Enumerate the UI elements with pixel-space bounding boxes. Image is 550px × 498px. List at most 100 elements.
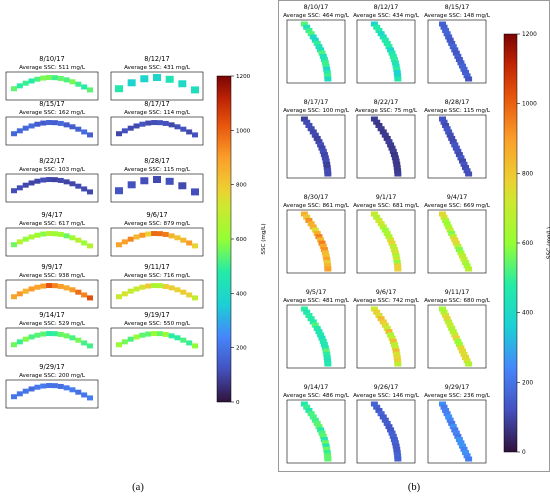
map-cell	[448, 325, 456, 331]
map-caption: Average SSC: 742 mg/L	[353, 298, 420, 304]
map-cell	[315, 329, 323, 335]
map-caption: Average SSC: 486 mg/L	[283, 393, 350, 399]
map-cell	[440, 309, 448, 315]
map-cell	[390, 247, 398, 253]
map-date: 8/28/17	[144, 157, 169, 165]
map-cell	[318, 50, 326, 56]
map-cell	[324, 453, 332, 459]
map-cell	[388, 50, 396, 56]
map-cell	[394, 266, 402, 272]
map-cell	[162, 283, 169, 289]
map-panel-b: 9/6/17 Average SSC: 742 mg/L	[353, 288, 420, 369]
map-cell	[387, 47, 395, 53]
map-cell	[63, 333, 70, 339]
map-cell	[51, 331, 58, 337]
map-cell	[323, 70, 331, 76]
map-cell	[156, 283, 163, 289]
map-cell	[445, 414, 453, 420]
map-cell	[69, 287, 76, 293]
map-cell	[40, 75, 47, 81]
map-cell	[46, 283, 53, 289]
map-cell	[445, 224, 453, 230]
map-cell	[440, 24, 448, 30]
map-cell	[315, 139, 323, 145]
map-cell	[458, 348, 466, 354]
map-cell	[57, 283, 64, 289]
map-caption: Average SSC: 115 mg/L	[124, 167, 191, 173]
map-cell	[69, 181, 76, 187]
map-panel-a: 8/15/17 Average SSC: 162 mg/L	[5, 100, 99, 146]
map-cell	[454, 53, 462, 59]
map-cell	[16, 239, 23, 245]
map-caption: Average SSC: 146 mg/L	[353, 393, 420, 399]
map-caption: Average SSC: 148 mg/L	[424, 13, 491, 19]
map-caption: Average SSC: 75 mg/L	[355, 108, 418, 114]
map-cell	[439, 21, 446, 27]
map-cell	[442, 27, 450, 33]
map-cell	[440, 119, 448, 125]
map-cell	[457, 250, 465, 256]
map-date: 9/6/17	[376, 288, 397, 296]
map-cell	[390, 57, 398, 63]
map-cell	[300, 401, 308, 407]
map-cell	[34, 332, 41, 338]
map-cell	[305, 407, 313, 413]
map-cell	[186, 129, 193, 135]
map-cell	[178, 182, 187, 190]
map-cell	[63, 77, 70, 83]
map-cell	[462, 165, 470, 171]
map-cell	[300, 116, 308, 122]
colorbar-scale	[216, 75, 232, 403]
map-cell	[452, 335, 460, 341]
map-cell	[317, 427, 325, 433]
colorbar-label: SSC (mg/L)	[261, 223, 267, 254]
map-cell	[57, 120, 64, 126]
map-cell	[389, 148, 397, 154]
map-date: 8/28/17	[445, 98, 470, 106]
map-cell	[390, 152, 398, 158]
map-cell	[57, 231, 64, 237]
map-frame	[286, 304, 346, 369]
map-cell	[373, 24, 381, 30]
map-cell	[381, 132, 389, 138]
colorbar-tick-label: 800	[522, 171, 533, 177]
map-cell	[370, 116, 378, 122]
map-cell	[11, 131, 17, 137]
map-cell	[180, 126, 187, 132]
map-cell	[390, 342, 398, 348]
map-panel-a: 9/4/17 Average SSC: 617 mg/L	[5, 211, 99, 257]
map-cell	[307, 316, 315, 322]
colorbar-tick-label: 400	[236, 291, 247, 297]
map-cell	[323, 351, 331, 357]
map-caption: Average SSC: 464 mg/L	[283, 13, 350, 19]
map-cell	[394, 76, 402, 82]
map-cell	[139, 121, 146, 127]
map-cell	[309, 319, 317, 325]
map-cell	[457, 155, 465, 161]
map-cell	[156, 231, 163, 237]
map-cell	[81, 392, 88, 398]
map-cell	[321, 155, 329, 161]
map-cell	[393, 70, 401, 76]
map-cell	[385, 424, 393, 430]
map-cell	[377, 411, 385, 417]
map-cell	[375, 312, 383, 318]
map-cell	[452, 430, 460, 436]
map-cell	[385, 234, 393, 240]
map-cell	[300, 306, 308, 312]
map-panel-b: 8/15/17 Average SSC: 148 mg/L	[424, 3, 491, 84]
map-cell	[311, 37, 319, 43]
map-cell	[174, 235, 181, 241]
map-cell	[387, 427, 395, 433]
map-cell	[375, 407, 383, 413]
map-cell	[145, 120, 152, 126]
map-date: 9/1/17	[376, 193, 397, 201]
map-cell	[75, 183, 82, 189]
map-cell	[151, 283, 158, 289]
map-cell	[319, 338, 327, 344]
map-cell	[323, 355, 331, 361]
map-cell	[192, 132, 198, 138]
map-cell	[321, 250, 329, 256]
map-cell	[324, 361, 332, 367]
map-cell	[465, 456, 473, 462]
